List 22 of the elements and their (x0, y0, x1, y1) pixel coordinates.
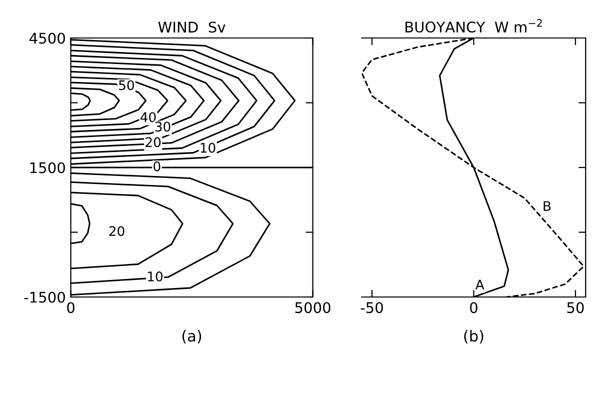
annotation: B (544, 201, 551, 211)
x-axis-title: (a) (182, 330, 202, 344)
annotation: 0 (154, 161, 160, 172)
y-tick-label: 1500 (30, 162, 65, 174)
annotation: 40 (140, 112, 156, 122)
annotation: A (475, 280, 484, 290)
annotation: 10 (148, 271, 163, 282)
x-tick-label: 5000 (295, 302, 330, 314)
annotation: 20 (109, 226, 124, 236)
x-tick-label: 50 (567, 302, 584, 314)
annotation: 20 (146, 137, 161, 148)
y-tick-label: 4500 (30, 32, 65, 44)
y-tick-label: -1500 (24, 292, 65, 303)
annotation: 30 (155, 122, 170, 132)
annotation: 10 (200, 142, 216, 153)
x-axis-title: (b) (464, 330, 484, 344)
annotation: 50 (119, 80, 134, 90)
x-tick-label: -50 (360, 302, 383, 314)
x-tick-label: 0 (470, 302, 478, 314)
x-tick-label: 0 (67, 302, 74, 314)
chart-title: WIND Sv (158, 22, 226, 33)
chart-title: BUOYANCY W m$^{−2}$ (406, 19, 542, 33)
